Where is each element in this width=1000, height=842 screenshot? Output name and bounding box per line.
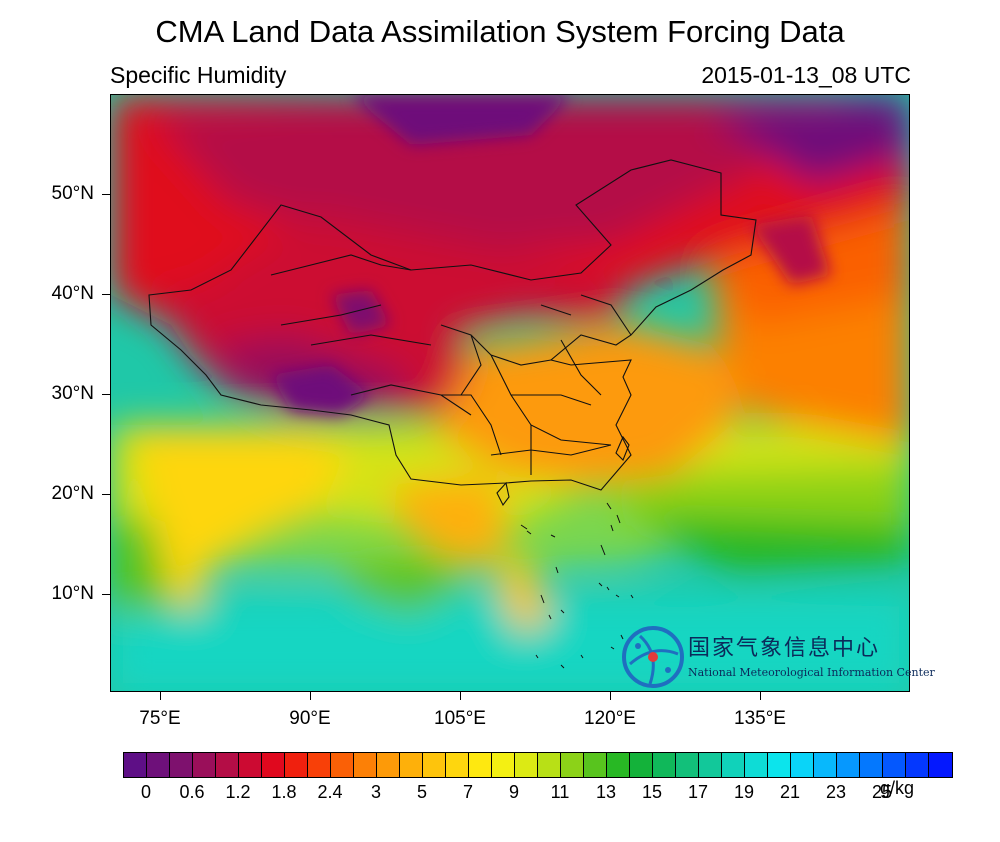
lat-tick [102,294,110,295]
colorbar-cell [653,753,676,777]
lat-tick [102,594,110,595]
lon-label: 105°E [434,708,486,729]
colorbar-cell [239,753,262,777]
lat-label: 40°N [51,283,94,304]
colorbar-label: 1.8 [271,782,297,802]
lon-label: 75°E [139,708,181,729]
colorbar-cell [446,753,469,777]
colorbar-cell [814,753,837,777]
lon-tick [610,692,611,700]
nmic-logo: 国家气象信息中心 National Meteorological Informa… [620,624,935,690]
colorbar-cell [768,753,791,777]
colorbar-cell [262,753,285,777]
colorbar-cell [607,753,630,777]
colorbar-cell [676,753,699,777]
colorbar-label: 3 [370,782,382,802]
colorbar-cell [561,753,584,777]
colorbar-cell [791,753,814,777]
colorbar-cell [124,753,147,777]
lat-tick [102,494,110,495]
colorbar-cell [423,753,446,777]
colorbar-cell [745,753,768,777]
colorbar-cell [354,753,377,777]
colorbar-cell [469,753,492,777]
humidity-map [110,94,910,692]
humidity-field [111,95,909,691]
colorbar-units: g/kg [880,778,915,798]
colorbar-cell [538,753,561,777]
lat-label: 20°N [51,483,94,504]
colorbar-label: 13 [595,782,617,802]
colorbar-label: 25 [871,782,893,802]
colorbar-cell [170,753,193,777]
colorbar-label: 15 [641,782,663,802]
colorbar-label: 17 [687,782,709,802]
lat-label: 50°N [51,183,94,204]
colorbar-cell [377,753,400,777]
colorbar-label: 2.4 [317,782,343,802]
lon-label: 135°E [734,708,786,729]
lat-tick [102,194,110,195]
colorbar-label: 1.2 [225,782,251,802]
variable-label: Specific Humidity [110,62,287,88]
colorbar-label: 11 [550,782,570,802]
colorbar-cell [515,753,538,777]
colorbar-cell [860,753,883,777]
logo-name-cn: 国家气象信息中心 [688,636,881,661]
colorbar-label: 0 [140,782,152,802]
colorbar-label: 21 [779,782,801,802]
colorbar-label: 9 [508,782,520,802]
colorbar-cell [584,753,607,777]
timestamp-label: 2015-01-13_08 UTC [701,62,911,88]
colorbar-cell [193,753,216,777]
colorbar-label: 23 [825,782,847,802]
lon-tick [760,692,761,700]
lat-label: 10°N [51,583,94,604]
colorbar-label: 19 [733,782,755,802]
colorbar-cell [630,753,653,777]
colorbar-label: 5 [416,782,428,802]
colorbar-cell [492,753,515,777]
colorbar-cell [883,753,906,777]
colorbar-cell [906,753,929,777]
colorbar-cell [147,753,170,777]
colorbar-cell [699,753,722,777]
colorbar-label: 0.6 [179,782,205,802]
colorbar-cell [929,753,952,777]
colorbar-cell [400,753,423,777]
chart-title: CMA Land Data Assimilation System Forcin… [155,14,845,49]
colorbar-cell [308,753,331,777]
colorbar-cell [331,753,354,777]
colorbar-cell [216,753,239,777]
colorbar-label: 7 [462,782,474,802]
logo-name-en: National Meteorological Information Cent… [688,666,935,679]
colorbar-cell [837,753,860,777]
colorbar [123,752,953,778]
globe-icon [622,626,684,688]
lat-label: 30°N [51,383,94,404]
colorbar-cell [722,753,745,777]
lat-tick [102,394,110,395]
lon-label: 120°E [584,708,636,729]
colorbar-cell [285,753,308,777]
lon-label: 90°E [289,708,331,729]
lon-tick [160,692,161,700]
lon-tick [310,692,311,700]
lon-tick [460,692,461,700]
